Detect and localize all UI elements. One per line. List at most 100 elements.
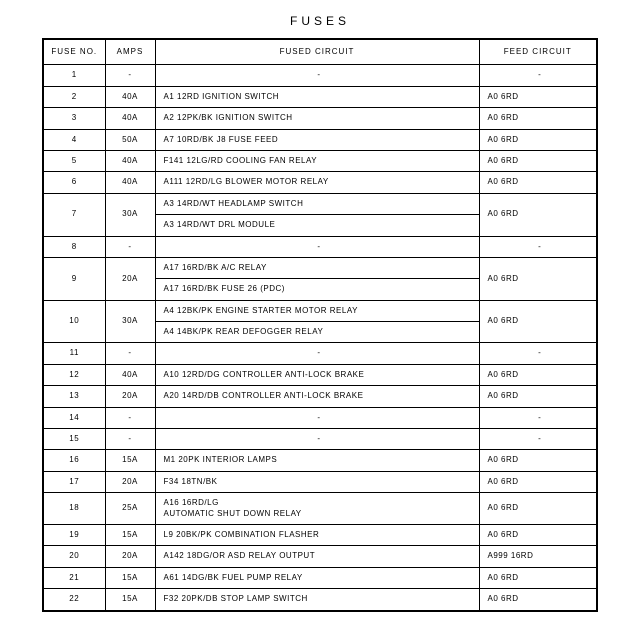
cell-feed-circuit: A0 6RD <box>479 150 597 171</box>
cell-fused-circuit: A111 12RD/LG BLOWER MOTOR RELAY <box>155 172 479 193</box>
cell-fuse-no: 21 <box>43 567 105 588</box>
cell-feed-circuit: A0 6RD <box>479 471 597 492</box>
cell-fuse-no: 19 <box>43 524 105 545</box>
col-fuse-no: FUSE NO. <box>43 39 105 65</box>
cell-fuse-no: 11 <box>43 343 105 364</box>
cell-fuse-no: 16 <box>43 450 105 471</box>
cell-amps: 25A <box>105 493 155 525</box>
cell-fused-circuit: A16 16RD/LGAUTOMATIC SHUT DOWN RELAY <box>155 493 479 525</box>
cell-fuse-no: 9 <box>43 257 105 300</box>
table-row: 2020AA142 18DG/OR ASD RELAY OUTPUTA999 1… <box>43 546 597 567</box>
col-amps: AMPS <box>105 39 155 65</box>
cell-fused-circuit: A3 14RD/WT HEADLAMP SWITCH <box>155 193 479 214</box>
cell-amps: 40A <box>105 108 155 129</box>
cell-fuse-no: 22 <box>43 589 105 611</box>
cell-feed-circuit: A0 6RD <box>479 193 597 236</box>
cell-fused-circuit: A17 16RD/BK FUSE 26 (PDC) <box>155 279 479 300</box>
table-row: 640AA111 12RD/LG BLOWER MOTOR RELAYA0 6R… <box>43 172 597 193</box>
cell-amps: - <box>105 429 155 450</box>
cell-fused-circuit: F34 18TN/BK <box>155 471 479 492</box>
cell-amps: 30A <box>105 300 155 343</box>
cell-fuse-no: 6 <box>43 172 105 193</box>
cell-amps: 15A <box>105 450 155 471</box>
cell-fused-circuit: F141 12LG/RD COOLING FAN RELAY <box>155 150 479 171</box>
cell-amps: 20A <box>105 471 155 492</box>
cell-amps: 15A <box>105 524 155 545</box>
cell-feed-circuit: A0 6RD <box>479 567 597 588</box>
table-row: 1720AF34 18TN/BKA0 6RD <box>43 471 597 492</box>
table-row: 730AA3 14RD/WT HEADLAMP SWITCHA0 6RD <box>43 193 597 214</box>
table-row: 340AA2 12PK/BK IGNITION SWITCHA0 6RD <box>43 108 597 129</box>
cell-amps: - <box>105 236 155 257</box>
cell-amps: - <box>105 65 155 86</box>
cell-fuse-no: 13 <box>43 386 105 407</box>
table-row: 540AF141 12LG/RD COOLING FAN RELAYA0 6RD <box>43 150 597 171</box>
cell-feed-circuit: A0 6RD <box>479 300 597 343</box>
cell-fused-circuit: A3 14RD/WT DRL MODULE <box>155 215 479 236</box>
cell-feed-circuit: - <box>479 429 597 450</box>
cell-fuse-no: 18 <box>43 493 105 525</box>
cell-fused-circuit: A17 16RD/BK A/C RELAY <box>155 257 479 278</box>
cell-fuse-no: 3 <box>43 108 105 129</box>
cell-fuse-no: 10 <box>43 300 105 343</box>
table-row: 1320AA20 14RD/DB CONTROLLER ANTI-LOCK BR… <box>43 386 597 407</box>
cell-fused-circuit: - <box>155 429 479 450</box>
fuse-table: FUSE NO. AMPS FUSED CIRCUIT FEED CIRCUIT… <box>42 38 598 612</box>
table-row: 8--- <box>43 236 597 257</box>
cell-fuse-no: 20 <box>43 546 105 567</box>
table-row: 2215AF32 20PK/DB STOP LAMP SWITCHA0 6RD <box>43 589 597 611</box>
cell-fused-circuit: A142 18DG/OR ASD RELAY OUTPUT <box>155 546 479 567</box>
cell-amps: 40A <box>105 364 155 385</box>
table-row: 15--- <box>43 429 597 450</box>
cell-fused-circuit: A7 10RD/BK J8 FUSE FEED <box>155 129 479 150</box>
cell-feed-circuit: A0 6RD <box>479 86 597 107</box>
cell-amps: - <box>105 343 155 364</box>
cell-feed-circuit: - <box>479 407 597 428</box>
cell-feed-circuit: A0 6RD <box>479 450 597 471</box>
cell-fused-circuit: A4 14BK/PK REAR DEFOGGER RELAY <box>155 322 479 343</box>
cell-fuse-no: 4 <box>43 129 105 150</box>
cell-fuse-no: 17 <box>43 471 105 492</box>
table-row: 1825AA16 16RD/LGAUTOMATIC SHUT DOWN RELA… <box>43 493 597 525</box>
cell-amps: 50A <box>105 129 155 150</box>
table-row: 450AA7 10RD/BK J8 FUSE FEEDA0 6RD <box>43 129 597 150</box>
cell-fused-circuit: L9 20BK/PK COMBINATION FLASHER <box>155 524 479 545</box>
table-row: 2115AA61 14DG/BK FUEL PUMP RELAYA0 6RD <box>43 567 597 588</box>
cell-feed-circuit: A0 6RD <box>479 524 597 545</box>
cell-feed-circuit: A0 6RD <box>479 108 597 129</box>
cell-fuse-no: 5 <box>43 150 105 171</box>
table-header-row: FUSE NO. AMPS FUSED CIRCUIT FEED CIRCUIT <box>43 39 597 65</box>
cell-fuse-no: 12 <box>43 364 105 385</box>
cell-fused-circuit: A10 12RD/DG CONTROLLER ANTI-LOCK BRAKE <box>155 364 479 385</box>
table-row: 1--- <box>43 65 597 86</box>
cell-feed-circuit: A0 6RD <box>479 129 597 150</box>
cell-amps: 15A <box>105 589 155 611</box>
table-row: 14--- <box>43 407 597 428</box>
cell-amps: 20A <box>105 386 155 407</box>
cell-feed-circuit: A0 6RD <box>479 172 597 193</box>
cell-fuse-no: 1 <box>43 65 105 86</box>
cell-fused-circuit: - <box>155 407 479 428</box>
table-row: 920AA17 16RD/BK A/C RELAYA0 6RD <box>43 257 597 278</box>
cell-fused-circuit: - <box>155 343 479 364</box>
cell-amps: 40A <box>105 172 155 193</box>
table-row: 11--- <box>43 343 597 364</box>
cell-amps: 20A <box>105 257 155 300</box>
page-title: FUSES <box>42 14 598 28</box>
cell-fused-circuit: F32 20PK/DB STOP LAMP SWITCH <box>155 589 479 611</box>
cell-fused-circuit: A20 14RD/DB CONTROLLER ANTI-LOCK BRAKE <box>155 386 479 407</box>
cell-amps: 30A <box>105 193 155 236</box>
cell-feed-circuit: A0 6RD <box>479 364 597 385</box>
cell-amps: 20A <box>105 546 155 567</box>
cell-feed-circuit: A999 16RD <box>479 546 597 567</box>
cell-amps: 40A <box>105 150 155 171</box>
cell-fused-circuit: - <box>155 236 479 257</box>
table-row: 1030AA4 12BK/PK ENGINE STARTER MOTOR REL… <box>43 300 597 321</box>
table-row: 1915AL9 20BK/PK COMBINATION FLASHERA0 6R… <box>43 524 597 545</box>
cell-amps: 40A <box>105 86 155 107</box>
table-row: 1240AA10 12RD/DG CONTROLLER ANTI-LOCK BR… <box>43 364 597 385</box>
cell-fuse-no: 15 <box>43 429 105 450</box>
cell-fused-circuit: A4 12BK/PK ENGINE STARTER MOTOR RELAY <box>155 300 479 321</box>
cell-fused-circuit: A2 12PK/BK IGNITION SWITCH <box>155 108 479 129</box>
cell-fuse-no: 14 <box>43 407 105 428</box>
